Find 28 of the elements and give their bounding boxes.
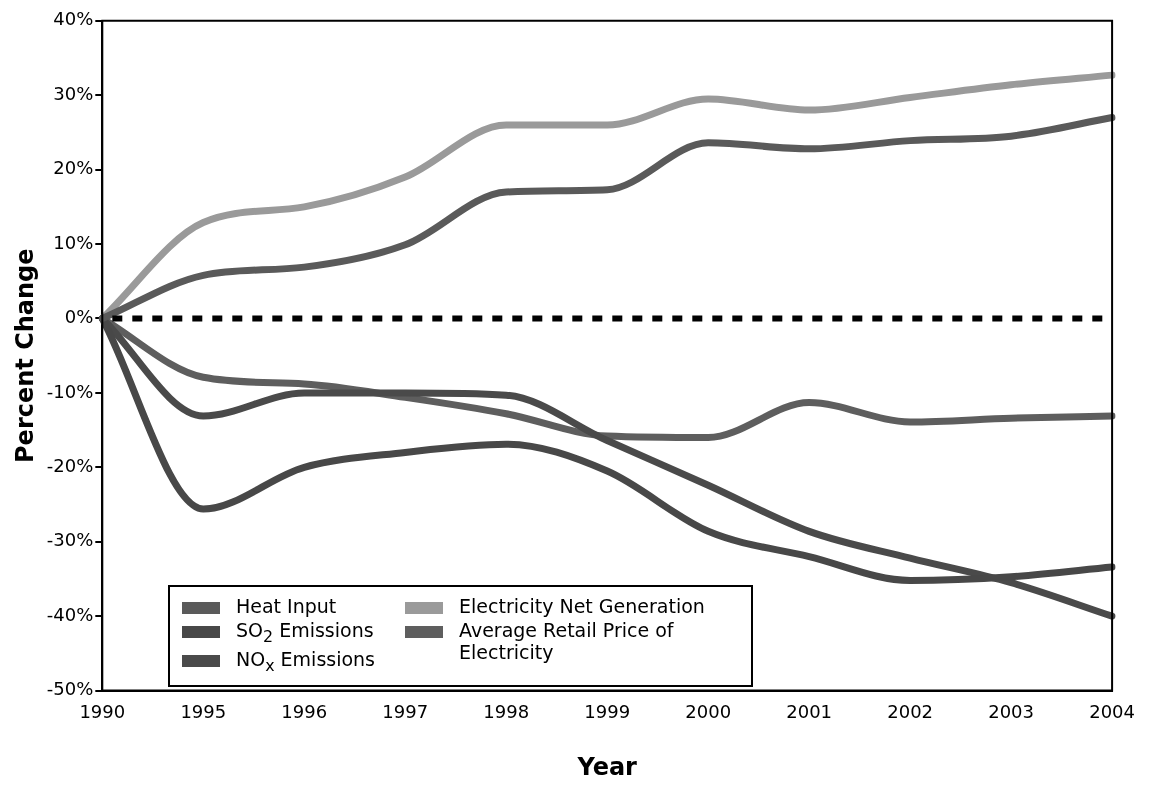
x-tick-label: 2002 (887, 701, 934, 723)
x-tick-label: 1999 (584, 701, 631, 723)
y-tick-label: -50% (46, 678, 94, 700)
x-tick-label: 2001 (786, 701, 833, 723)
y-axis-title: Percent Change (10, 248, 39, 463)
x-axis-title: Year (576, 752, 638, 781)
x-tick-label: 1990 (79, 701, 126, 723)
x-tick-label: 1996 (281, 701, 328, 723)
y-tick-label: 10% (53, 231, 94, 253)
x-tick-label: 1998 (483, 701, 530, 723)
x-tick-label: 2003 (988, 701, 1035, 723)
y-tick-label: -20% (46, 455, 94, 477)
x-tick-label: 1995 (180, 701, 227, 723)
legend-label: NO$_{x}$ Emissions (236, 648, 376, 675)
x-tick-label: 2004 (1089, 701, 1135, 723)
legend-label: Electricity Net Generation (459, 595, 705, 618)
x-tick-label: 1997 (382, 701, 429, 723)
legend-label: SO$_{2}$ Emissions (236, 619, 374, 647)
legend-label: Heat Input (236, 595, 337, 618)
x-tick-label: 2000 (685, 701, 732, 723)
y-tick-label: -10% (46, 380, 94, 402)
legend-label: Average Retail Price of Electricity (459, 619, 675, 664)
y-tick-label: 20% (53, 157, 94, 179)
y-tick-label: 40% (53, 8, 94, 30)
y-tick-label: -40% (46, 603, 94, 625)
y-tick-label: 30% (53, 82, 94, 104)
y-tick-label: 0% (64, 306, 94, 328)
y-tick-label: -30% (46, 529, 94, 551)
